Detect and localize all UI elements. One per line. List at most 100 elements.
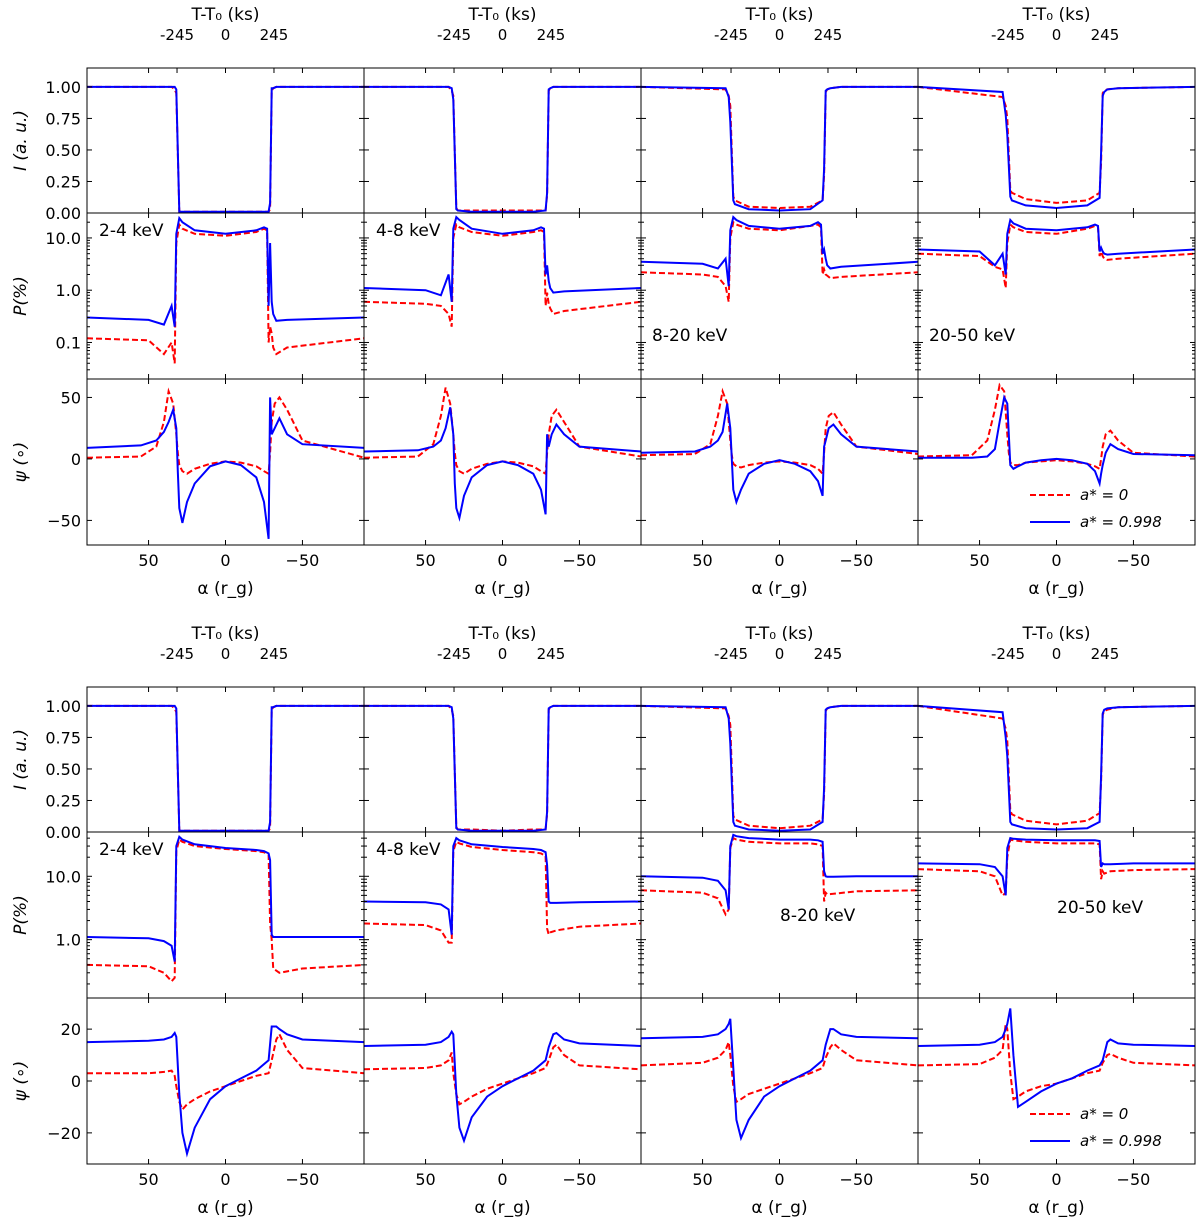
top-axis-label: T-T₀ (ks) xyxy=(745,624,814,644)
axes-frame xyxy=(640,997,919,1165)
y-axis-label-I: I (a. u.) xyxy=(11,729,31,790)
y-tick-label: 0.75 xyxy=(45,728,81,747)
axes-psi-2 xyxy=(363,997,642,1165)
axes-I-3 xyxy=(640,67,919,214)
y-tick-label: 0 xyxy=(71,450,81,469)
panels-layer: 0.000.250.500.751.00I (a. u.)0.11.010.0P… xyxy=(11,5,1196,1218)
y-tick-label: 0.50 xyxy=(45,760,81,779)
series-line-spin-0 xyxy=(640,387,919,477)
top-tick-label: 245 xyxy=(537,26,566,44)
top-tick-label: -245 xyxy=(714,645,748,663)
series-line-spin-0 xyxy=(363,1043,642,1106)
top-tick-label: -245 xyxy=(437,645,471,663)
x-tick-label: 50 xyxy=(415,551,435,570)
x-axis-label: α (r_g) xyxy=(474,1198,530,1218)
series-line-spin-0998 xyxy=(86,1025,365,1158)
x-tick-label: 50 xyxy=(692,551,712,570)
x-tick-label: 50 xyxy=(692,1170,712,1189)
x-tick-label: 0 xyxy=(1051,1170,1061,1189)
top-tick-label: -245 xyxy=(714,26,748,44)
series-line-spin-0 xyxy=(364,85,641,212)
series-line-spin-0998 xyxy=(364,85,641,213)
x-axis-label: α (r_g) xyxy=(474,579,530,599)
series-line-spin-0 xyxy=(363,840,642,944)
top-tick-label: 0 xyxy=(775,645,785,663)
series-line-spin-0 xyxy=(640,220,919,302)
axes-I-1: 0.00 0.25 0.50 0.75 1.00 I (a. u.) xyxy=(11,686,365,842)
top-axis-label: T-T₀ (ks) xyxy=(191,5,260,25)
top-tick-label: 0 xyxy=(221,645,231,663)
x-tick-label: −50 xyxy=(840,551,874,570)
x-axis-label: α (r_g) xyxy=(1028,1198,1084,1218)
top-tick-label: -245 xyxy=(991,26,1025,44)
series-line-spin-0 xyxy=(87,704,364,832)
x-axis-label: α (r_g) xyxy=(751,1198,807,1218)
series-line-spin-0 xyxy=(86,387,365,476)
axes-P-2 xyxy=(363,212,642,380)
y-tick-label: −50 xyxy=(47,511,81,530)
energy-band-label: 20-50 keV xyxy=(1057,898,1143,918)
series-line-spin-0 xyxy=(640,1041,919,1104)
series-line-spin-0 xyxy=(364,704,641,832)
series-line-spin-0 xyxy=(917,222,1196,289)
series-line-spin-0998 xyxy=(917,217,1196,275)
axes-frame xyxy=(363,67,642,214)
y-axis-label-P: P(%) xyxy=(11,895,31,935)
legend: a* = 0 a* = 0.998 xyxy=(1030,1105,1162,1150)
series-line-spin-0998 xyxy=(640,1018,919,1142)
series-line-spin-0998 xyxy=(918,394,1196,488)
series-line-spin-0998 xyxy=(363,215,642,302)
series-line-spin-0 xyxy=(363,222,642,327)
legend-label: a* = 0 xyxy=(1080,486,1128,504)
axes-P-4 xyxy=(917,212,1196,380)
series-line-spin-0998 xyxy=(640,85,918,212)
axes-psi-2 xyxy=(363,378,642,546)
axes-psi-3 xyxy=(640,378,919,546)
x-tick-label: 50 xyxy=(969,1170,989,1189)
y-tick-label: 1.0 xyxy=(56,281,81,300)
axes-I-4 xyxy=(917,67,1196,214)
series-line-spin-0998 xyxy=(917,704,1196,831)
series-line-spin-0998 xyxy=(640,403,919,506)
x-tick-label: −50 xyxy=(1117,1170,1151,1189)
y-tick-label: 0.50 xyxy=(45,141,81,160)
x-tick-label: 50 xyxy=(138,551,158,570)
series-line-spin-0 xyxy=(363,387,642,476)
axes-I-2 xyxy=(363,686,642,833)
top-tick-label: 245 xyxy=(1091,26,1120,44)
x-tick-label: −50 xyxy=(840,1170,874,1189)
series-line-spin-0 xyxy=(917,85,1196,204)
y-axis-label-psi: ψ (∘) xyxy=(11,1061,31,1102)
series-line-spin-0998 xyxy=(917,85,1196,210)
energy-band-label: 20-50 keV xyxy=(929,326,1015,346)
top-axis-label: T-T₀ (ks) xyxy=(468,624,537,644)
y-axis-label-P: P(%) xyxy=(11,276,31,316)
top-axis-label: T-T₀ (ks) xyxy=(191,624,260,644)
y-tick-label: 10.0 xyxy=(45,867,81,886)
axes-frame xyxy=(917,212,1196,380)
legend: a* = 0 a* = 0.998 xyxy=(1030,486,1162,531)
axes-frame xyxy=(86,997,365,1165)
axes-frame xyxy=(640,212,919,380)
x-axis-label: α (r_g) xyxy=(197,579,253,599)
series-line-spin-0 xyxy=(917,1023,1196,1101)
top-tick-label: -245 xyxy=(160,26,194,44)
y-tick-label: 0 xyxy=(71,1072,81,1091)
series-line-spin-0 xyxy=(86,222,365,364)
x-tick-label: −50 xyxy=(563,1170,597,1189)
y-tick-label: 0.1 xyxy=(56,333,81,352)
top-tick-label: 245 xyxy=(814,26,843,44)
y-axis-label-psi: ψ (∘) xyxy=(11,442,31,483)
top-tick-label: 245 xyxy=(1091,645,1120,663)
axes-frame xyxy=(640,686,919,833)
axes-psi-3 xyxy=(640,997,919,1165)
axes-I-4 xyxy=(917,686,1196,833)
energy-band-label: 4-8 keV xyxy=(376,840,441,860)
axes-frame xyxy=(640,67,919,214)
series-line-spin-0998 xyxy=(917,836,1195,896)
y-axis-label-I: I (a. u.) xyxy=(11,110,31,171)
series-line-spin-0 xyxy=(87,1032,365,1112)
series-line-spin-0 xyxy=(87,85,364,213)
